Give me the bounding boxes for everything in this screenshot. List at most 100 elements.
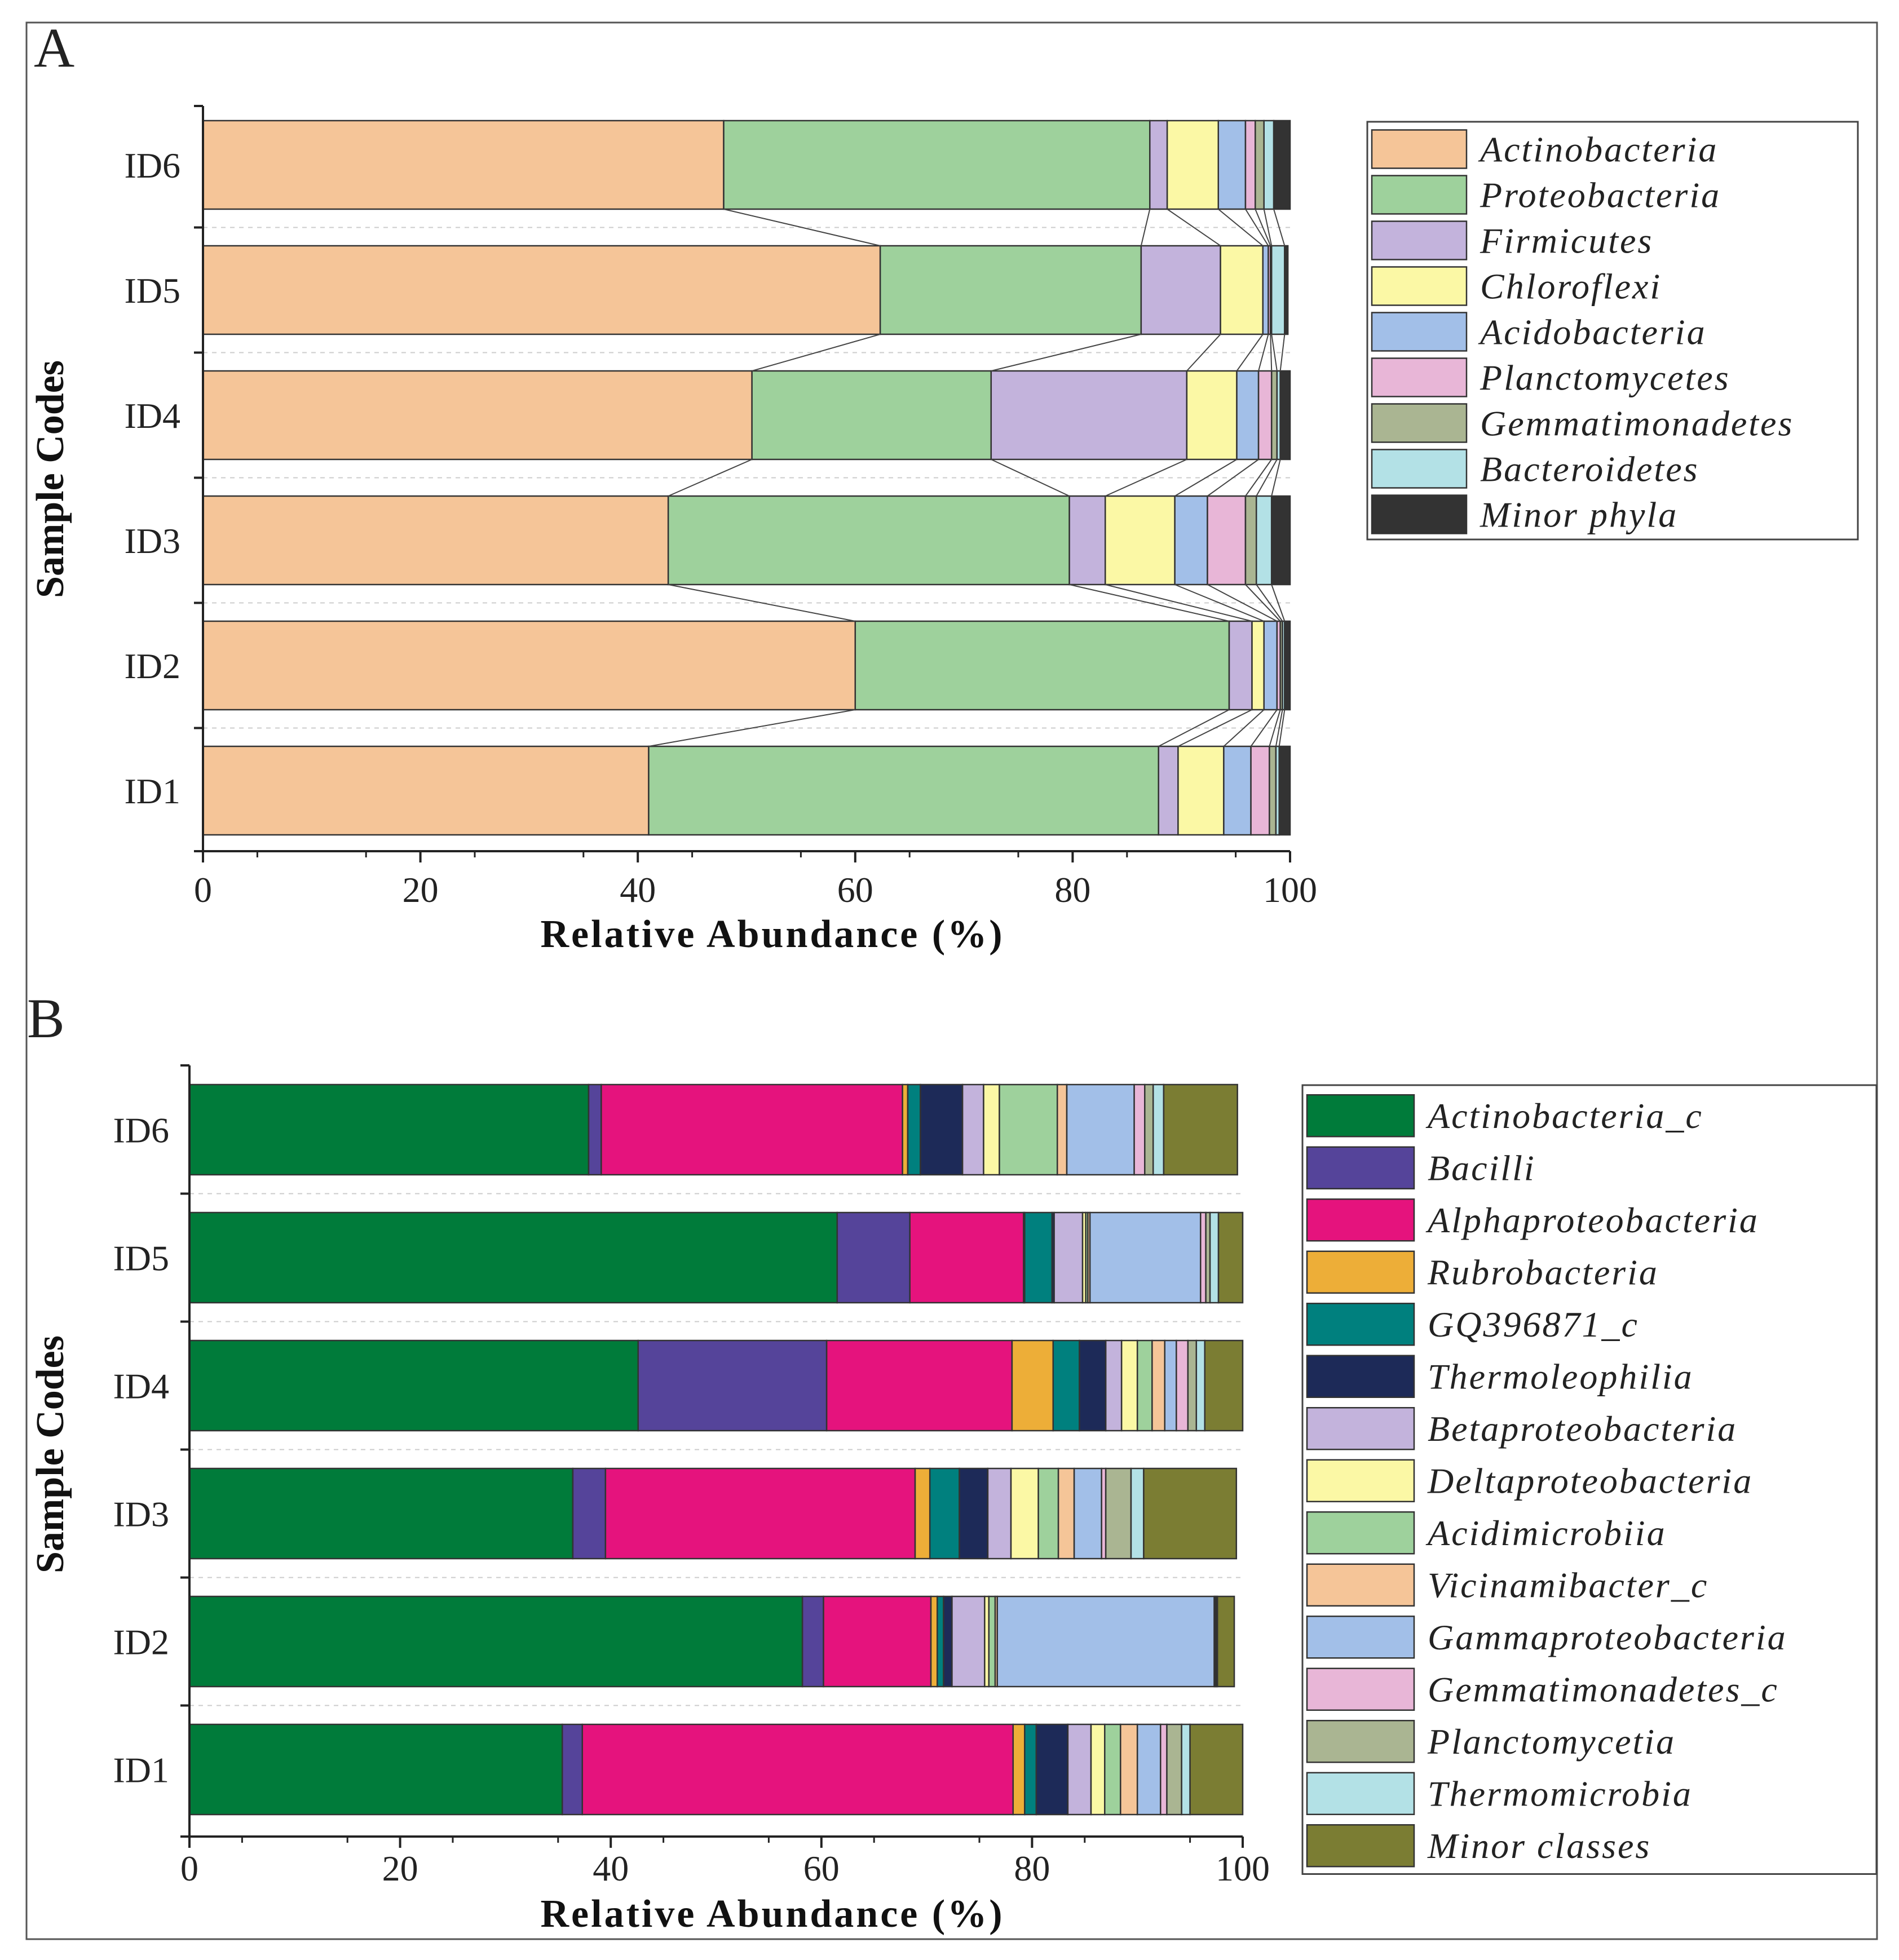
- panel-a-x-tick-label: 80: [1054, 870, 1090, 910]
- panel-b-bar-id5-minor-classes: [1217, 1211, 1244, 1304]
- panel-b-bar-id5-betaproteobacteria: [1053, 1211, 1084, 1304]
- panel-a-connector-line: [723, 209, 881, 246]
- panel-b-bar-id2-acidimicrobiia: [988, 1595, 996, 1688]
- panel-a-bar-id2-actinobacteria: [202, 620, 856, 711]
- panel-a-legend-swatch-bacteroidetes: [1371, 449, 1468, 489]
- panel-b-bar-id3-thermomicrobia: [1130, 1467, 1145, 1560]
- panel-a-connector-line: [1158, 709, 1230, 747]
- panel-b-legend-swatch-alphaproteobacteria: [1306, 1198, 1415, 1242]
- panel-b-bar-id6-planctomycetia: [1144, 1083, 1154, 1176]
- panel-a-legend-swatch-chloroflexi: [1371, 266, 1468, 306]
- panel-a-connector-line: [1140, 209, 1151, 246]
- panel-b-bar-id4-gemmatimonadetes-c: [1176, 1339, 1189, 1432]
- panel-a-bar-id1-planctomycetes: [1250, 745, 1270, 836]
- panel-a-legend-swatch-proteobacteria: [1371, 175, 1468, 215]
- panel-a-bar-id6-gemmatimonadetes: [1255, 120, 1265, 210]
- panel-b-bar-id5-gq396871-c: [1024, 1211, 1053, 1304]
- panel-a-legend-swatch-planctomycetes: [1371, 357, 1468, 397]
- panel-a-bar-id3-actinobacteria: [202, 495, 669, 586]
- panel-b-bar-id4-planctomycetia: [1187, 1339, 1198, 1432]
- panel-b-bar-id3-alphaproteobacteria: [604, 1467, 916, 1560]
- panel-b-bar-id6-thermoleophilia: [920, 1083, 964, 1176]
- panel-b-bar-id3-vicinamibacter-c: [1057, 1467, 1075, 1560]
- panel-b-bar-id3-minor-classes: [1143, 1467, 1238, 1560]
- panel-b-bar-id1-deltaproteobacteria: [1090, 1723, 1106, 1816]
- panel-b-bar-id6-acidimicrobiia: [999, 1083, 1058, 1176]
- panel-a-bar-id5-actinobacteria: [202, 245, 881, 335]
- panel-b-legend-label-thermomicrobia: Thermomicrobia: [1428, 1774, 1693, 1814]
- panel-a-y-tick-label-id6: ID6: [124, 145, 180, 185]
- panel-a-connector-line: [1105, 584, 1252, 622]
- panel-a-bar-id5-proteobacteria: [879, 245, 1142, 335]
- panel-a-connector-line: [1279, 334, 1286, 371]
- panel-b: B ID1 ID2 ID3 ID4 ID5 ID6 0 20 40 60 80 100 Relative …: [27, 987, 1878, 1936]
- panel-b-bar-id1-thermoleophilia: [1035, 1723, 1069, 1816]
- panel-a-y-tick-label-id2: ID2: [124, 646, 180, 686]
- panel-b-legend-label-gemmatimonadetes-c: Gemmatimonadetes_c: [1428, 1670, 1779, 1710]
- panel-a-connector-line: [1275, 709, 1283, 747]
- panel-a-bar-id3-proteobacteria: [667, 495, 1070, 586]
- panel-a-legend-label-firmicutes: Firmicutes: [1480, 220, 1653, 260]
- panel-b-legend-swatch-bacilli: [1306, 1146, 1415, 1189]
- panel-b-bar-id1-gq396871-c: [1024, 1723, 1037, 1816]
- panel-a-bar-id4-gemmatimonadetes: [1270, 370, 1278, 461]
- panel-b-legend-label-thermoleophilia: Thermoleophilia: [1428, 1357, 1694, 1397]
- panel-b-y-axis-title: Sample Codes: [29, 1335, 72, 1573]
- panel-b-bar-id5-actinobacteria-c: [188, 1211, 838, 1304]
- panel-a-legend-label-minor-phyla: Minor phyla: [1480, 494, 1678, 534]
- panel-b-y-tick-label-id1: ID1: [113, 1750, 169, 1790]
- panel-b-bar-id3-rubrobacteria: [914, 1467, 931, 1560]
- panel-a-connector-line: [1255, 209, 1271, 246]
- panel-b-bar-id1-alphaproteobacteria: [581, 1723, 1014, 1816]
- panel-a-bar-id6-proteobacteria: [723, 120, 1151, 210]
- panel-a-connector-line: [1223, 709, 1265, 747]
- panel-a-connector-line: [1271, 459, 1281, 497]
- panel-b-bar-id1-betaproteobacteria: [1067, 1723, 1092, 1816]
- panel-b-bar-id5-bacilli: [836, 1211, 911, 1304]
- panel-b-bar-id6-betaproteobacteria: [961, 1083, 984, 1176]
- panel-a-connector-line: [991, 459, 1070, 497]
- panel-a-connector-line: [1186, 334, 1221, 371]
- panel-b-bar-id3-gammaproteobacteria: [1073, 1467, 1102, 1560]
- panel-a-bar-id1-proteobacteria: [648, 745, 1159, 836]
- panel-a-connector-line: [1105, 459, 1187, 497]
- panel-b-bar-id2-rubrobacteria: [930, 1595, 938, 1688]
- panel-b-legend-label-planctomycetia: Planctomycetia: [1427, 1722, 1676, 1762]
- panel-b-bar-id1-vicinamibacter-c: [1120, 1723, 1138, 1816]
- panel-a-bar-id1-chloroflexi: [1177, 745, 1225, 836]
- panel-a-bar-id4-acidobacteria: [1236, 370, 1260, 461]
- panel-a-bar-id5-chloroflexi: [1220, 245, 1264, 335]
- panel-a-bar-id2-chloroflexi: [1251, 620, 1265, 711]
- panel-a-label: A: [34, 16, 74, 79]
- panel-b-bar-id4-alphaproteobacteria: [825, 1339, 1013, 1432]
- panel-b-bar-id1-gammaproteobacteria: [1136, 1723, 1162, 1816]
- panel-a-connector-line: [991, 334, 1142, 371]
- panel-a-connector-line: [752, 334, 881, 371]
- panel-b-x-tick-label: 100: [1216, 1848, 1270, 1888]
- panel-b-bar-id2-betaproteobacteria: [951, 1595, 986, 1688]
- panel-b-bar-id1-minor-classes: [1189, 1723, 1244, 1816]
- panel-b-bar-id1-gemmatimonadetes-c: [1160, 1723, 1168, 1816]
- panel-b-bar-id6-gemmatimonadetes-c: [1133, 1083, 1146, 1176]
- panel-a-bar-id1-actinobacteria: [202, 745, 650, 836]
- panel-a-bar-id6-planctomycetes: [1244, 120, 1256, 210]
- panel-a-bar-id3-minor-phyla: [1270, 495, 1291, 586]
- panel-b-bar-id4-deltaproteobacteria: [1120, 1339, 1138, 1432]
- panel-a-legend-label-chloroflexi: Chloroflexi: [1480, 266, 1662, 306]
- panel-b-legend-label-rubrobacteria: Rubrobacteria: [1427, 1253, 1659, 1293]
- panel-a-bar-id2-acidobacteria: [1263, 620, 1278, 711]
- panel-a-connector-line: [1245, 584, 1281, 622]
- panel-b-bar-id5-alphaproteobacteria: [909, 1211, 1024, 1304]
- panel-a-bar-id2-firmicutes: [1228, 620, 1253, 711]
- panel-b-bar-id4-rubrobacteria: [1011, 1339, 1054, 1432]
- panel-b-legend-label-gammaproteobacteria: Gammaproteobacteria: [1428, 1617, 1787, 1657]
- panel-a-connector-line: [1069, 584, 1230, 622]
- panel-a-x-tick-label: 0: [194, 870, 212, 910]
- panel-b-legend-swatch-minor-classes: [1306, 1824, 1415, 1868]
- panel-b-legend-swatch-vicinamibacter-c: [1306, 1563, 1415, 1607]
- panel-a-bar-id4-chloroflexi: [1186, 370, 1238, 461]
- panel-b-legend-label-actinobacteria-c: Actinobacteria_c: [1425, 1096, 1703, 1136]
- panel-b-bar-id4-betaproteobacteria: [1105, 1339, 1123, 1432]
- panel-a-x-tick-label: 100: [1263, 870, 1317, 910]
